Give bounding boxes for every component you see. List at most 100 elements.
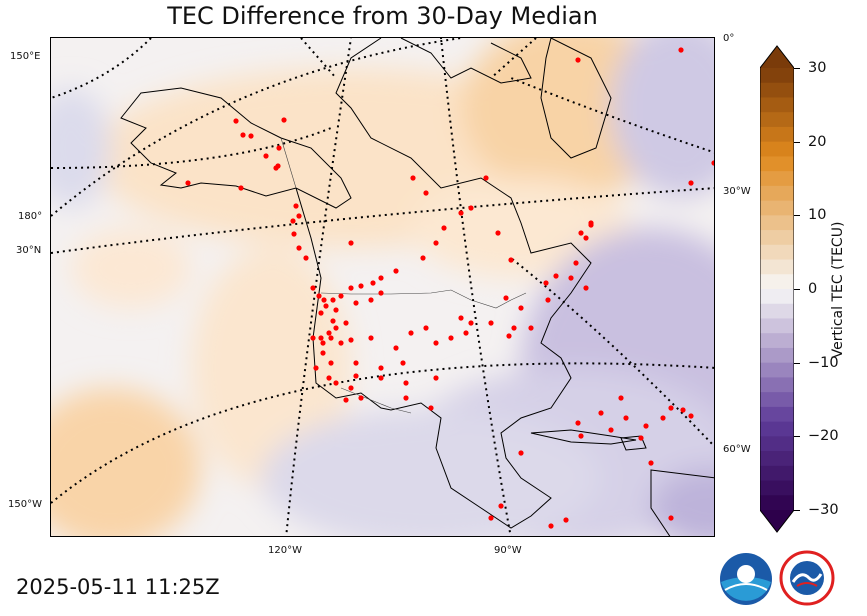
station-marker <box>240 132 246 138</box>
colorbar-segment <box>760 333 794 349</box>
graticule-line <box>51 38 462 217</box>
colorbar-segment <box>760 274 794 290</box>
colorbar-outline <box>760 45 794 533</box>
station-marker <box>410 175 416 181</box>
colorbar-tick-mark <box>794 436 800 438</box>
colorbar-segment <box>760 406 794 423</box>
station-marker <box>575 57 581 63</box>
station-marker <box>303 255 309 261</box>
north-america-coast <box>295 38 592 529</box>
station-marker <box>330 318 336 324</box>
station-marker <box>458 210 464 216</box>
colorbar-segment <box>760 156 794 172</box>
graticule <box>51 38 714 536</box>
colorbar-tick-mark <box>794 362 800 364</box>
station-marker <box>275 163 281 169</box>
colorbar <box>760 45 794 533</box>
colorbar-segment <box>760 82 794 99</box>
station-marker <box>276 145 282 151</box>
station-marker <box>423 190 429 196</box>
colorbar-tick-label: 10 <box>808 207 827 224</box>
map-title: TEC Difference from 30-Day Median <box>167 2 598 30</box>
station-marker <box>248 133 254 139</box>
station-marker <box>511 325 517 331</box>
colorbar-segment <box>760 259 794 275</box>
political-borders <box>280 137 527 414</box>
arctic-islands <box>400 38 532 84</box>
hispaniola-coast <box>620 435 647 451</box>
coastlines <box>120 38 714 536</box>
colorbar-segment <box>760 303 794 320</box>
us-canada-border <box>320 289 527 309</box>
colorbar-tick-mark <box>794 68 800 69</box>
station-marker <box>403 395 409 401</box>
colorbar-segment <box>760 451 794 467</box>
colorbar-segment <box>760 347 794 364</box>
colorbar-segment <box>760 289 794 305</box>
station-marker <box>353 373 359 379</box>
station-marker <box>316 293 322 299</box>
station-marker <box>506 333 512 339</box>
station-marker <box>648 460 654 466</box>
station-marker <box>420 255 426 261</box>
colorbar-segment <box>760 230 794 246</box>
station-marker <box>326 375 332 381</box>
colorbar-segment <box>760 215 794 231</box>
station-marker <box>433 375 439 381</box>
station-marker <box>393 268 399 274</box>
station-marker <box>293 203 299 209</box>
station-marker <box>608 427 614 433</box>
station-marker <box>353 360 359 366</box>
station-marker <box>400 360 406 366</box>
station-marker <box>333 380 339 386</box>
colorbar-segment <box>760 421 794 437</box>
station-marker <box>668 405 674 411</box>
station-marker <box>348 337 354 343</box>
station-marker <box>263 153 269 159</box>
station-marker <box>468 320 474 326</box>
station-marker <box>378 365 384 371</box>
station-marker <box>281 117 287 123</box>
station-marker <box>545 297 551 303</box>
station-marker <box>296 245 302 251</box>
station-marker <box>328 360 334 366</box>
station-marker <box>433 340 439 346</box>
station-marker <box>543 280 549 286</box>
station-marker <box>463 330 469 336</box>
colorbar-segment <box>760 97 794 113</box>
colorbar-tick-label: −30 <box>808 502 839 518</box>
station-marker <box>503 295 509 301</box>
colorbar-segment <box>760 112 794 128</box>
colorbar-segment <box>760 171 794 187</box>
alaska-canada-border <box>280 137 297 189</box>
national-weather-service-logo <box>779 550 835 606</box>
station-marker <box>313 365 319 371</box>
station-marker <box>368 297 374 303</box>
station-marker <box>578 230 584 236</box>
colorbar-segment <box>760 495 794 511</box>
colorbar-tick-label: −20 <box>808 428 839 445</box>
station-marker <box>318 310 324 316</box>
colorbar-segment <box>760 377 794 393</box>
colorbar-segment <box>760 126 794 143</box>
station-marker <box>378 275 384 281</box>
lon-label-180: 180° <box>18 211 43 222</box>
alaska-coast <box>120 87 352 209</box>
colorbar-extend-min <box>760 510 794 532</box>
colorbar-segment <box>760 244 794 261</box>
station-markers <box>185 47 714 529</box>
station-marker <box>680 407 686 413</box>
station-marker <box>326 330 332 336</box>
station-marker <box>290 218 296 224</box>
station-marker <box>378 290 384 296</box>
tec-field <box>51 38 714 536</box>
timestamp: 2025-05-11 11:25Z <box>16 575 220 599</box>
station-marker <box>508 257 514 263</box>
station-marker <box>348 240 354 246</box>
station-marker <box>310 335 316 341</box>
station-marker <box>238 185 244 191</box>
colorbar-tick-label: −10 <box>808 354 839 371</box>
station-marker <box>333 307 339 313</box>
greenland-coast <box>540 38 612 159</box>
station-marker <box>638 435 644 441</box>
